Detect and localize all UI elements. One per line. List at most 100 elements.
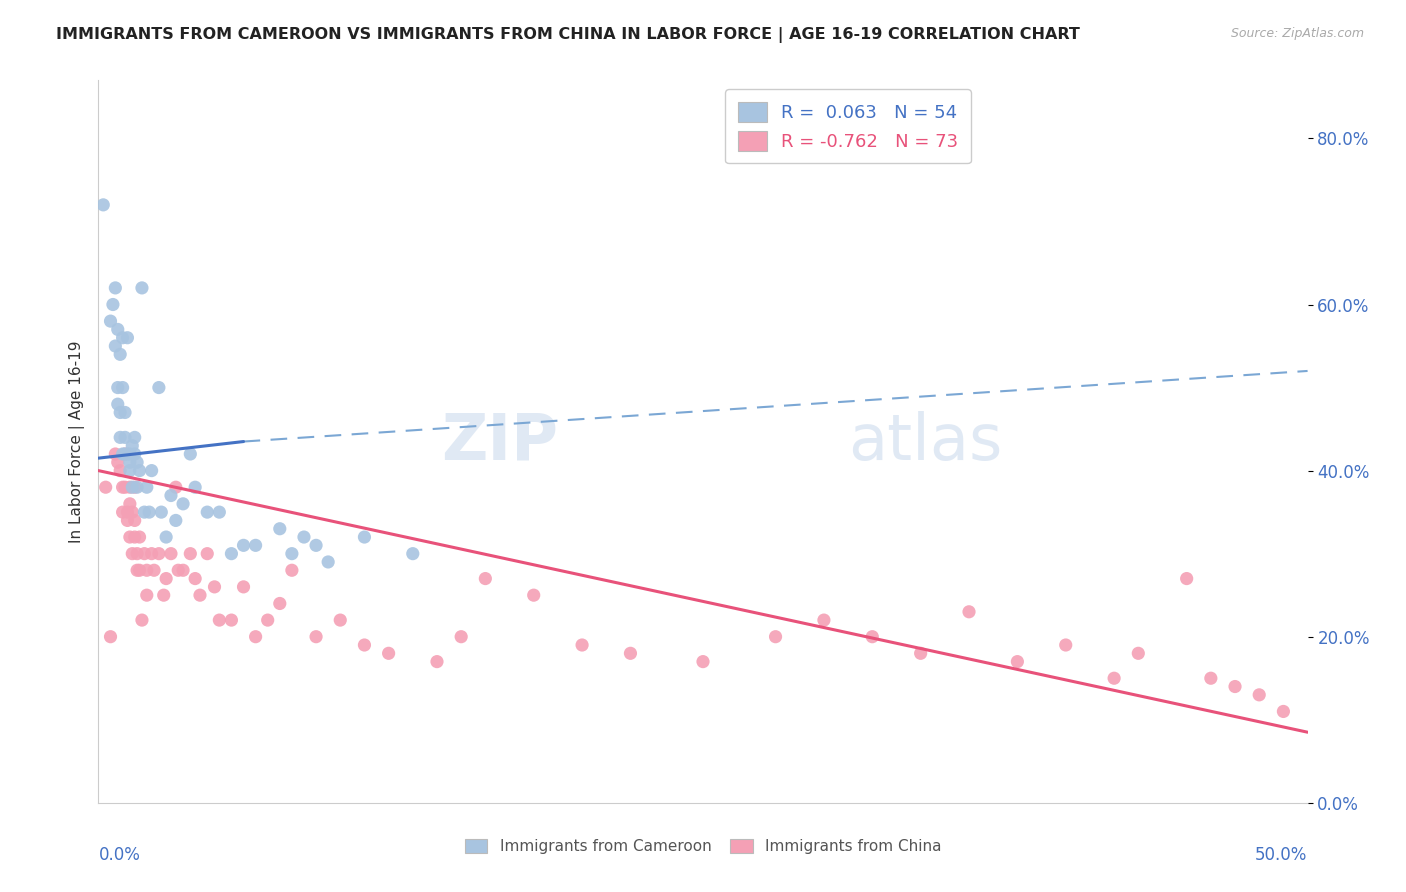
Point [143, 563, 166, 577]
Point [221, 613, 243, 627]
Point [152, 588, 174, 602]
Point [353, 530, 375, 544]
Point [127, 480, 149, 494]
Point [131, 613, 153, 627]
Point [402, 547, 425, 561]
Point [124, 447, 146, 461]
Point [160, 547, 183, 561]
Point [167, 563, 190, 577]
Legend: Immigrants from Cameroon, Immigrants from China: Immigrants from Cameroon, Immigrants fro… [458, 832, 948, 860]
Point [135, 563, 157, 577]
Point [100, 314, 122, 328]
Point [1199, 671, 1222, 685]
Point [305, 538, 328, 552]
Point [134, 505, 156, 519]
Point [160, 489, 183, 503]
Point [104, 339, 127, 353]
Point [195, 547, 218, 561]
Point [329, 613, 352, 627]
Point [128, 464, 150, 478]
Point [172, 497, 194, 511]
Point [104, 281, 127, 295]
Point [232, 538, 254, 552]
Point [124, 480, 146, 494]
Point [118, 455, 141, 469]
Point [692, 655, 714, 669]
Point [1223, 680, 1246, 694]
Point [281, 547, 304, 561]
Point [184, 480, 207, 494]
Point [377, 646, 399, 660]
Text: atlas: atlas [848, 410, 1002, 473]
Point [94, 480, 117, 494]
Point [124, 430, 146, 444]
Point [127, 547, 149, 561]
Point [1102, 671, 1125, 685]
Point [245, 630, 267, 644]
Point [128, 563, 150, 577]
Point [353, 638, 375, 652]
Text: 0.0%: 0.0% [98, 847, 141, 864]
Point [108, 464, 131, 478]
Point [957, 605, 980, 619]
Text: IMMIGRANTS FROM CAMEROON VS IMMIGRANTS FROM CHINA IN LABOR FORCE | AGE 16-19 COR: IMMIGRANTS FROM CAMEROON VS IMMIGRANTS F… [56, 27, 1080, 43]
Point [114, 447, 136, 461]
Point [91, 198, 114, 212]
Point [138, 505, 160, 519]
Text: ZIP: ZIP [441, 410, 558, 473]
Point [135, 480, 157, 494]
Point [124, 530, 146, 544]
Point [426, 655, 449, 669]
Point [114, 430, 136, 444]
Point [256, 613, 278, 627]
Point [118, 447, 141, 461]
Point [134, 547, 156, 561]
Point [221, 547, 243, 561]
Point [619, 646, 641, 660]
Point [107, 397, 129, 411]
Point [910, 646, 932, 660]
Point [523, 588, 546, 602]
Point [117, 447, 139, 461]
Text: Source: ZipAtlas.com: Source: ZipAtlas.com [1230, 27, 1364, 40]
Point [292, 530, 315, 544]
Point [100, 630, 122, 644]
Point [450, 630, 472, 644]
Point [208, 613, 231, 627]
Point [172, 563, 194, 577]
Point [118, 530, 141, 544]
Point [141, 464, 163, 478]
Point [124, 513, 146, 527]
Point [208, 505, 231, 519]
Point [141, 547, 163, 561]
Point [245, 538, 267, 552]
Point [179, 447, 201, 461]
Point [121, 505, 143, 519]
Point [101, 297, 124, 311]
Point [117, 513, 139, 527]
Point [111, 380, 134, 394]
Point [107, 322, 129, 336]
Point [1007, 655, 1029, 669]
Point [184, 572, 207, 586]
Point [1128, 646, 1150, 660]
Point [155, 530, 177, 544]
Point [127, 455, 149, 469]
Point [316, 555, 339, 569]
Point [121, 547, 143, 561]
Point [131, 281, 153, 295]
Point [860, 630, 883, 644]
Point [127, 563, 149, 577]
Point [108, 347, 131, 361]
Point [111, 331, 134, 345]
Point [150, 505, 173, 519]
Y-axis label: In Labor Force | Age 16-19: In Labor Force | Age 16-19 [69, 340, 84, 543]
Point [117, 331, 139, 345]
Point [813, 613, 835, 627]
Point [1272, 705, 1295, 719]
Point [155, 572, 177, 586]
Point [108, 430, 131, 444]
Point [118, 464, 141, 478]
Point [204, 580, 226, 594]
Point [107, 380, 129, 394]
